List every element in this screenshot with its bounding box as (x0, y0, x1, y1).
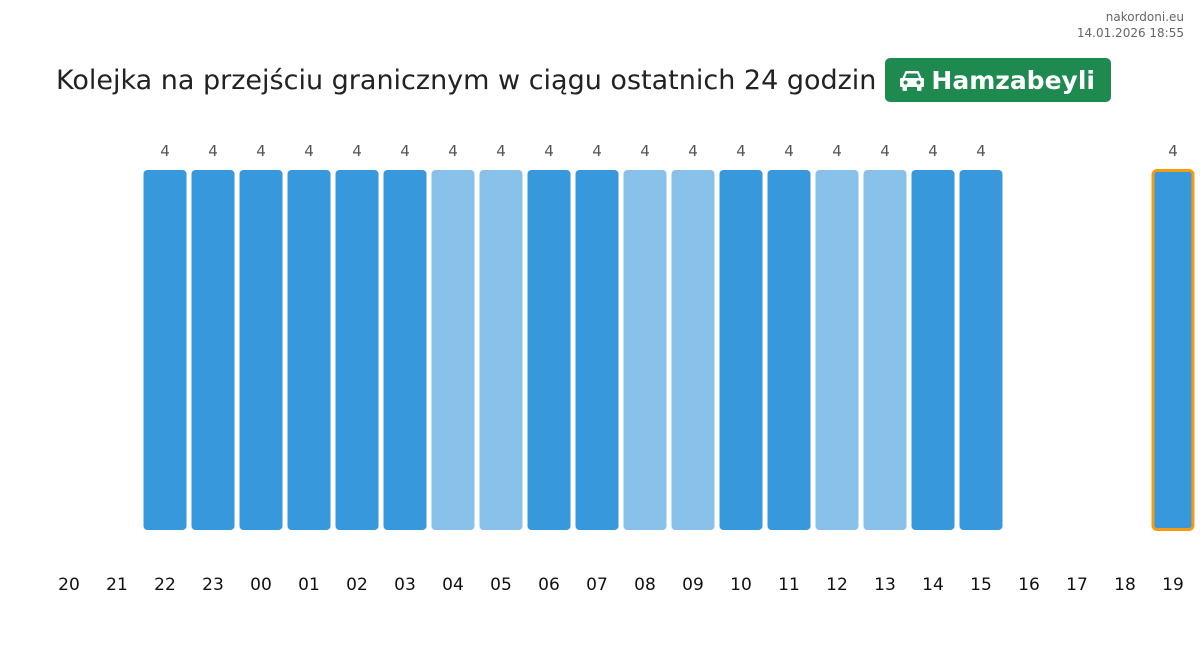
bar-22[interactable] (143, 170, 187, 530)
bar-08[interactable] (623, 170, 667, 530)
timestamp: 14.01.2026 18:55 (1076, 26, 1184, 40)
hour-label-00: 00 (250, 575, 272, 595)
value-label-08: 4 (640, 142, 650, 160)
value-label-03: 4 (400, 142, 410, 160)
value-label-11: 4 (784, 142, 794, 160)
bar-06[interactable] (527, 170, 571, 530)
hour-label-17: 17 (1066, 575, 1088, 595)
bar-01[interactable] (287, 170, 331, 530)
hour-label-15: 15 (970, 575, 992, 595)
hour-label-14: 14 (922, 575, 944, 595)
value-label-04: 4 (448, 142, 458, 160)
hour-label-18: 18 (1114, 575, 1136, 595)
value-label-22: 4 (160, 142, 170, 160)
value-label-01: 4 (304, 142, 314, 160)
hour-label-16: 16 (1018, 575, 1040, 595)
value-label-19: 4 (1168, 142, 1178, 160)
bar-23[interactable] (191, 170, 235, 530)
hour-label-05: 05 (490, 575, 512, 595)
bar-07[interactable] (575, 170, 619, 530)
bar-12[interactable] (815, 170, 859, 530)
hour-label-03: 03 (394, 575, 416, 595)
value-label-23: 4 (208, 142, 218, 160)
hour-label-01: 01 (298, 575, 320, 595)
hour-label-22: 22 (154, 575, 176, 595)
site-name: nakordoni.eu (1105, 10, 1184, 24)
hour-label-04: 04 (442, 575, 464, 595)
value-label-15: 4 (976, 142, 986, 160)
hour-label-09: 09 (682, 575, 704, 595)
bar-02[interactable] (335, 170, 379, 530)
bar-09[interactable] (671, 170, 715, 530)
value-label-07: 4 (592, 142, 602, 160)
bar-15[interactable] (959, 170, 1003, 530)
header-meta: nakordoni.eu 14.01.2026 18:55 (1077, 9, 1184, 41)
hour-label-06: 06 (538, 575, 560, 595)
hour-label-12: 12 (826, 575, 848, 595)
hour-label-20: 20 (58, 575, 80, 595)
bar-13[interactable] (863, 170, 907, 530)
crossing-badge: Hamzabeyli (885, 58, 1111, 102)
value-label-12: 4 (832, 142, 842, 160)
bar-10[interactable] (719, 170, 763, 530)
hour-label-08: 08 (634, 575, 656, 595)
value-label-00: 4 (256, 142, 266, 160)
value-label-09: 4 (688, 142, 698, 160)
value-label-14: 4 (928, 142, 938, 160)
value-label-02: 4 (352, 142, 362, 160)
hour-label-02: 02 (346, 575, 368, 595)
bar-11[interactable] (767, 170, 811, 530)
bar-04[interactable] (431, 170, 475, 530)
car-icon (899, 68, 925, 92)
bar-14[interactable] (911, 170, 955, 530)
hour-label-07: 07 (586, 575, 608, 595)
bar-00[interactable] (239, 170, 283, 530)
hour-label-21: 21 (106, 575, 128, 595)
bar-05[interactable] (479, 170, 523, 530)
hour-label-19: 19 (1162, 575, 1184, 595)
value-label-05: 4 (496, 142, 506, 160)
hour-label-11: 11 (778, 575, 800, 595)
value-label-10: 4 (736, 142, 746, 160)
value-label-13: 4 (880, 142, 890, 160)
title-row: Kolejka na przejściu granicznym w ciągu … (56, 58, 1111, 102)
hour-label-10: 10 (730, 575, 752, 595)
bar-03[interactable] (383, 170, 427, 530)
page-title: Kolejka na przejściu granicznym w ciągu … (56, 64, 877, 96)
hour-label-13: 13 (874, 575, 896, 595)
crossing-name: Hamzabeyli (931, 65, 1095, 95)
value-label-06: 4 (544, 142, 554, 160)
bar-19[interactable] (1151, 169, 1195, 531)
hour-label-23: 23 (202, 575, 224, 595)
